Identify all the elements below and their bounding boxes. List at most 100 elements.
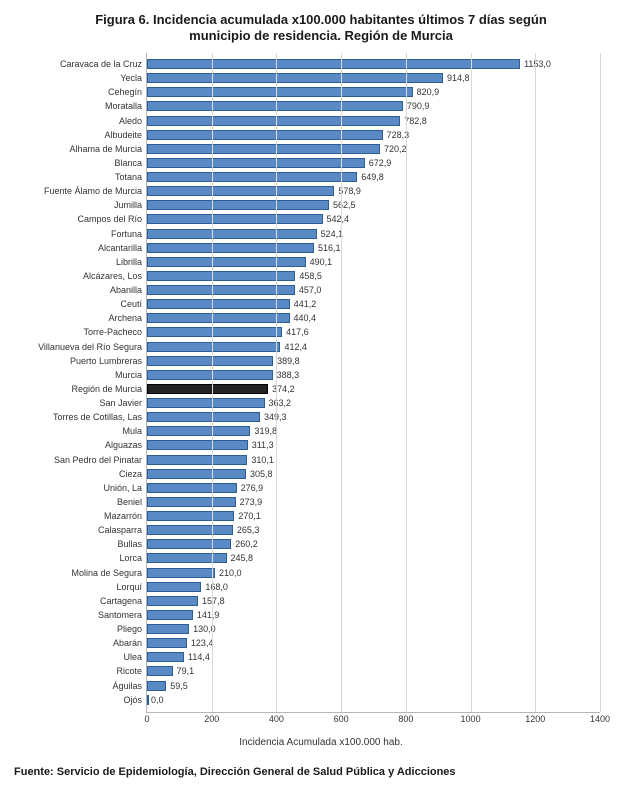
bar xyxy=(147,426,250,436)
category-label: Beniel xyxy=(15,497,147,507)
category-label: Alcázares, Los xyxy=(15,271,147,281)
bar xyxy=(147,398,265,408)
bar-row: Librilla490,1 xyxy=(147,256,600,267)
bar-row: Pliego130,0 xyxy=(147,624,600,635)
bar-value-label: 270,1 xyxy=(234,511,261,521)
category-label: Aledo xyxy=(15,116,147,126)
bar-value-label: 457,0 xyxy=(295,285,322,295)
x-tick-label: 1400 xyxy=(590,714,610,724)
bar-value-label: 311,3 xyxy=(248,440,274,450)
category-label: Unión, La xyxy=(15,483,147,493)
bar xyxy=(147,356,273,366)
category-label: Torre-Pacheco xyxy=(15,327,147,337)
category-label: Ricote xyxy=(15,666,147,676)
bar xyxy=(147,186,334,196)
chart-title: Figura 6. Incidencia acumulada x100.000 … xyxy=(14,12,628,45)
bar-row: Jumilla562,5 xyxy=(147,200,600,211)
bar-value-label: 562,5 xyxy=(329,200,356,210)
bar-value-label: 790,9 xyxy=(403,101,430,111)
bar-row: Región de Murcia374,2 xyxy=(147,383,600,394)
x-axis-ticks: 0200400600800100012001400 xyxy=(147,712,600,730)
bar-value-label: 276,9 xyxy=(237,483,264,493)
bar xyxy=(147,327,282,337)
bar xyxy=(147,299,290,309)
bar xyxy=(147,412,260,422)
bar-value-label: 542,4 xyxy=(323,214,350,224)
gridline xyxy=(212,53,213,712)
bar-row: Torre-Pacheco417,6 xyxy=(147,327,600,338)
bar xyxy=(147,568,215,578)
bar xyxy=(147,638,187,648)
category-label: Águilas xyxy=(15,681,147,691)
bar xyxy=(147,681,166,691)
category-label: Lorca xyxy=(15,553,147,563)
bar-row: Unión, La276,9 xyxy=(147,482,600,493)
bar-value-label: 490,1 xyxy=(306,257,333,267)
category-label: Lorquí xyxy=(15,582,147,592)
bar-value-label: 114,4 xyxy=(184,652,210,662)
bar xyxy=(147,285,295,295)
bar-row: Albudeite728,3 xyxy=(147,129,600,140)
bar xyxy=(147,511,234,521)
bar-value-label: 273,9 xyxy=(236,497,263,507)
chart-plot-area: Caravaca de la Cruz1153,0Yecla914,8Ceheg… xyxy=(146,53,600,713)
category-label: Fortuna xyxy=(15,229,147,239)
bar-value-label: 260,2 xyxy=(231,539,258,549)
title-line-1: Figura 6. Incidencia acumulada x100.000 … xyxy=(95,12,547,27)
bar-row: Alcázares, Los458,5 xyxy=(147,270,600,281)
bar-value-label: 417,6 xyxy=(282,327,309,337)
category-label: Cartagena xyxy=(15,596,147,606)
bar-value-label: 440,4 xyxy=(290,313,317,323)
x-tick-label: 400 xyxy=(269,714,284,724)
category-label: Abanilla xyxy=(15,285,147,295)
bar-row: Villanueva del Río Segura412,4 xyxy=(147,341,600,352)
bar-row: Caravaca de la Cruz1153,0 xyxy=(147,59,600,70)
bar xyxy=(147,610,193,620)
category-label: Archena xyxy=(15,313,147,323)
bar-row: Puerto Lumbreras389,8 xyxy=(147,355,600,366)
category-label: Puerto Lumbreras xyxy=(15,356,147,366)
bar-value-label: 305,8 xyxy=(246,469,273,479)
bar-value-label: 516,1 xyxy=(314,243,341,253)
bar xyxy=(147,243,314,253)
category-label: Alguazas xyxy=(15,440,147,450)
category-label: Caravaca de la Cruz xyxy=(15,59,147,69)
gridline xyxy=(535,53,536,712)
category-label: Campos del Río xyxy=(15,214,147,224)
x-tick-label: 1200 xyxy=(525,714,545,724)
bar-row: Ricote79,1 xyxy=(147,666,600,677)
bar-value-label: 412,4 xyxy=(280,342,307,352)
bar xyxy=(147,384,268,394)
bar-row: Molina de Segura210,0 xyxy=(147,567,600,578)
category-label: Alcantarilla xyxy=(15,243,147,253)
category-label: Región de Murcia xyxy=(15,384,147,394)
bar-value-label: 59,5 xyxy=(166,681,188,691)
x-tick-label: 0 xyxy=(144,714,149,724)
bar xyxy=(147,525,233,535)
category-label: Fuente Álamo de Murcia xyxy=(15,186,147,196)
gridline xyxy=(276,53,277,712)
category-label: Cehegín xyxy=(15,87,147,97)
bar-value-label: 524,1 xyxy=(317,229,344,239)
bar-row: Cieza305,8 xyxy=(147,468,600,479)
x-axis-title: Incidencia Acumulada x100.000 hab. xyxy=(14,737,628,748)
bar xyxy=(147,313,290,323)
bar-value-label: 649,8 xyxy=(357,172,384,182)
bar xyxy=(147,87,413,97)
bar-value-label: 141,9 xyxy=(193,610,220,620)
category-label: Molina de Segura xyxy=(15,568,147,578)
x-tick-label: 200 xyxy=(204,714,219,724)
bar-row: Santomera141,9 xyxy=(147,609,600,620)
bar-row: Bullas260,2 xyxy=(147,539,600,550)
category-label: Ceutí xyxy=(15,299,147,309)
bar-value-label: 374,2 xyxy=(268,384,295,394)
bar-row: Cehegín820,9 xyxy=(147,87,600,98)
bar-row: Totana649,8 xyxy=(147,172,600,183)
bar-row: Beniel273,9 xyxy=(147,496,600,507)
bar xyxy=(147,370,273,380)
category-label: Mula xyxy=(15,426,147,436)
bar-row: Abarán123,4 xyxy=(147,638,600,649)
category-label: Jumilla xyxy=(15,200,147,210)
x-tick-label: 600 xyxy=(334,714,349,724)
bar-row: Lorquí168,0 xyxy=(147,581,600,592)
